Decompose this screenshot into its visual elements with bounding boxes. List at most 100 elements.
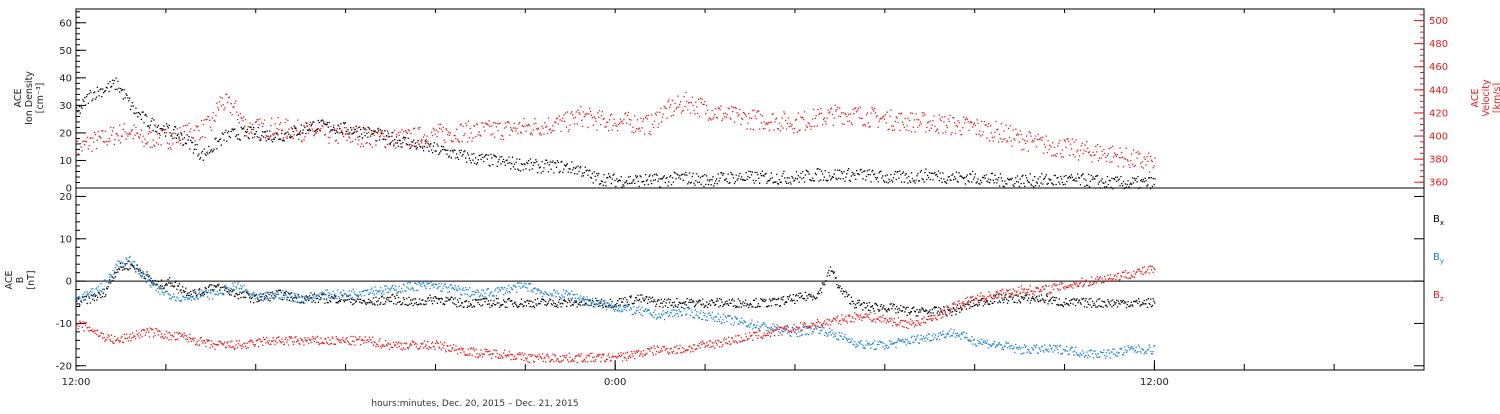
by-series-point	[639, 312, 640, 313]
bx-series-point	[648, 299, 649, 300]
bx-series-point	[847, 296, 848, 297]
density-series-point	[288, 134, 289, 135]
density-series-point	[987, 181, 988, 182]
by-series-point	[525, 287, 526, 288]
by-series-point	[710, 314, 711, 315]
bx-series-point	[540, 301, 541, 302]
density-series-point	[764, 176, 765, 177]
bx-series-point	[1126, 307, 1127, 308]
velocity-series-point	[398, 132, 399, 133]
bx-series-point	[1031, 298, 1032, 299]
bx-series-point	[394, 296, 395, 297]
density-series-point	[1094, 178, 1095, 179]
by-series-point	[294, 293, 295, 294]
bx-series-point	[837, 287, 838, 288]
bx-series-point	[700, 300, 701, 301]
by-series-point	[941, 334, 942, 335]
by-series-point	[584, 300, 585, 301]
density-series-point	[1050, 179, 1051, 180]
velocity-series-point	[419, 127, 420, 128]
velocity-series-point	[977, 119, 978, 120]
by-series-point	[469, 287, 470, 288]
density-series-point	[580, 166, 581, 167]
by-series-point	[198, 293, 199, 294]
velocity-series-point	[939, 114, 940, 115]
by-series-point	[277, 291, 278, 292]
bx-series-point	[1146, 299, 1147, 300]
velocity-series-point	[1063, 156, 1064, 157]
bx-series-point	[838, 285, 839, 286]
density-series-point	[176, 138, 177, 139]
density-series-point	[529, 169, 530, 170]
velocity-series-point	[676, 107, 677, 108]
by-series-point	[474, 294, 475, 295]
bx-series-point	[426, 301, 427, 302]
by-series-point	[372, 293, 373, 294]
bx-series-point	[1036, 296, 1037, 297]
bx-series-point	[171, 283, 172, 284]
velocity-series-point	[170, 147, 171, 148]
velocity-series-point	[372, 147, 373, 148]
velocity-series-point	[848, 114, 849, 115]
bx-series-point	[1000, 302, 1001, 303]
bx-series-point	[1098, 299, 1099, 300]
velocity-series-point	[427, 141, 428, 142]
bx-series-point	[1119, 304, 1120, 305]
velocity-series-point	[581, 120, 582, 121]
velocity-series-point	[288, 129, 289, 130]
density-series-point	[447, 150, 448, 151]
velocity-series-point	[815, 118, 816, 119]
bx-series-point	[395, 298, 396, 299]
density-series-point	[361, 134, 362, 135]
by-series-point	[238, 282, 239, 283]
density-series-point	[329, 131, 330, 132]
by-series-point	[924, 340, 925, 341]
bx-series-point	[189, 295, 190, 296]
bx-series-point	[828, 270, 829, 271]
velocity-series-point	[906, 125, 907, 126]
density-series-point	[828, 172, 829, 173]
velocity-series-point	[345, 134, 346, 135]
density-series-point	[1058, 181, 1059, 182]
by-series-point	[763, 322, 764, 323]
density-series-point	[844, 181, 845, 182]
velocity-series-point	[949, 121, 950, 122]
bx-series-point	[989, 304, 990, 305]
velocity-series-point	[1152, 161, 1153, 162]
by-series-point	[578, 297, 579, 298]
by-series-point	[563, 289, 564, 290]
density-series-point	[709, 180, 710, 181]
velocity-series-point	[1049, 145, 1050, 146]
bx-series-point	[1149, 303, 1150, 304]
by-series-point	[521, 283, 522, 284]
velocity-series-point	[409, 130, 410, 131]
by-series-point	[458, 286, 459, 287]
by-series-point	[737, 318, 738, 319]
density-series-point	[311, 125, 312, 126]
density-series-point	[468, 154, 469, 155]
velocity-series-point	[561, 120, 562, 121]
by-series-point	[401, 288, 402, 289]
density-series-point	[808, 171, 809, 172]
by-series-point	[430, 282, 431, 283]
by-series-point	[232, 283, 233, 284]
by-series-point	[535, 287, 536, 288]
bx-series-point	[671, 305, 672, 306]
velocity-series-point	[1144, 157, 1145, 158]
by-series-point	[101, 291, 102, 292]
velocity-series-point	[974, 123, 975, 124]
bx-series-point	[489, 307, 490, 308]
density-series-point	[959, 172, 960, 173]
bx-series-point	[862, 309, 863, 310]
bx-series-point	[618, 305, 619, 306]
density-series-point	[117, 81, 118, 82]
density-series-point	[1149, 177, 1150, 178]
density-series-point	[1121, 183, 1122, 184]
density-series-point	[346, 131, 347, 132]
by-series-point	[518, 282, 519, 283]
velocity-series-point	[941, 120, 942, 121]
bx-series-point	[359, 301, 360, 302]
velocity-series-point	[1056, 156, 1057, 157]
velocity-series-point	[483, 126, 484, 127]
bx-series-point	[663, 301, 664, 302]
